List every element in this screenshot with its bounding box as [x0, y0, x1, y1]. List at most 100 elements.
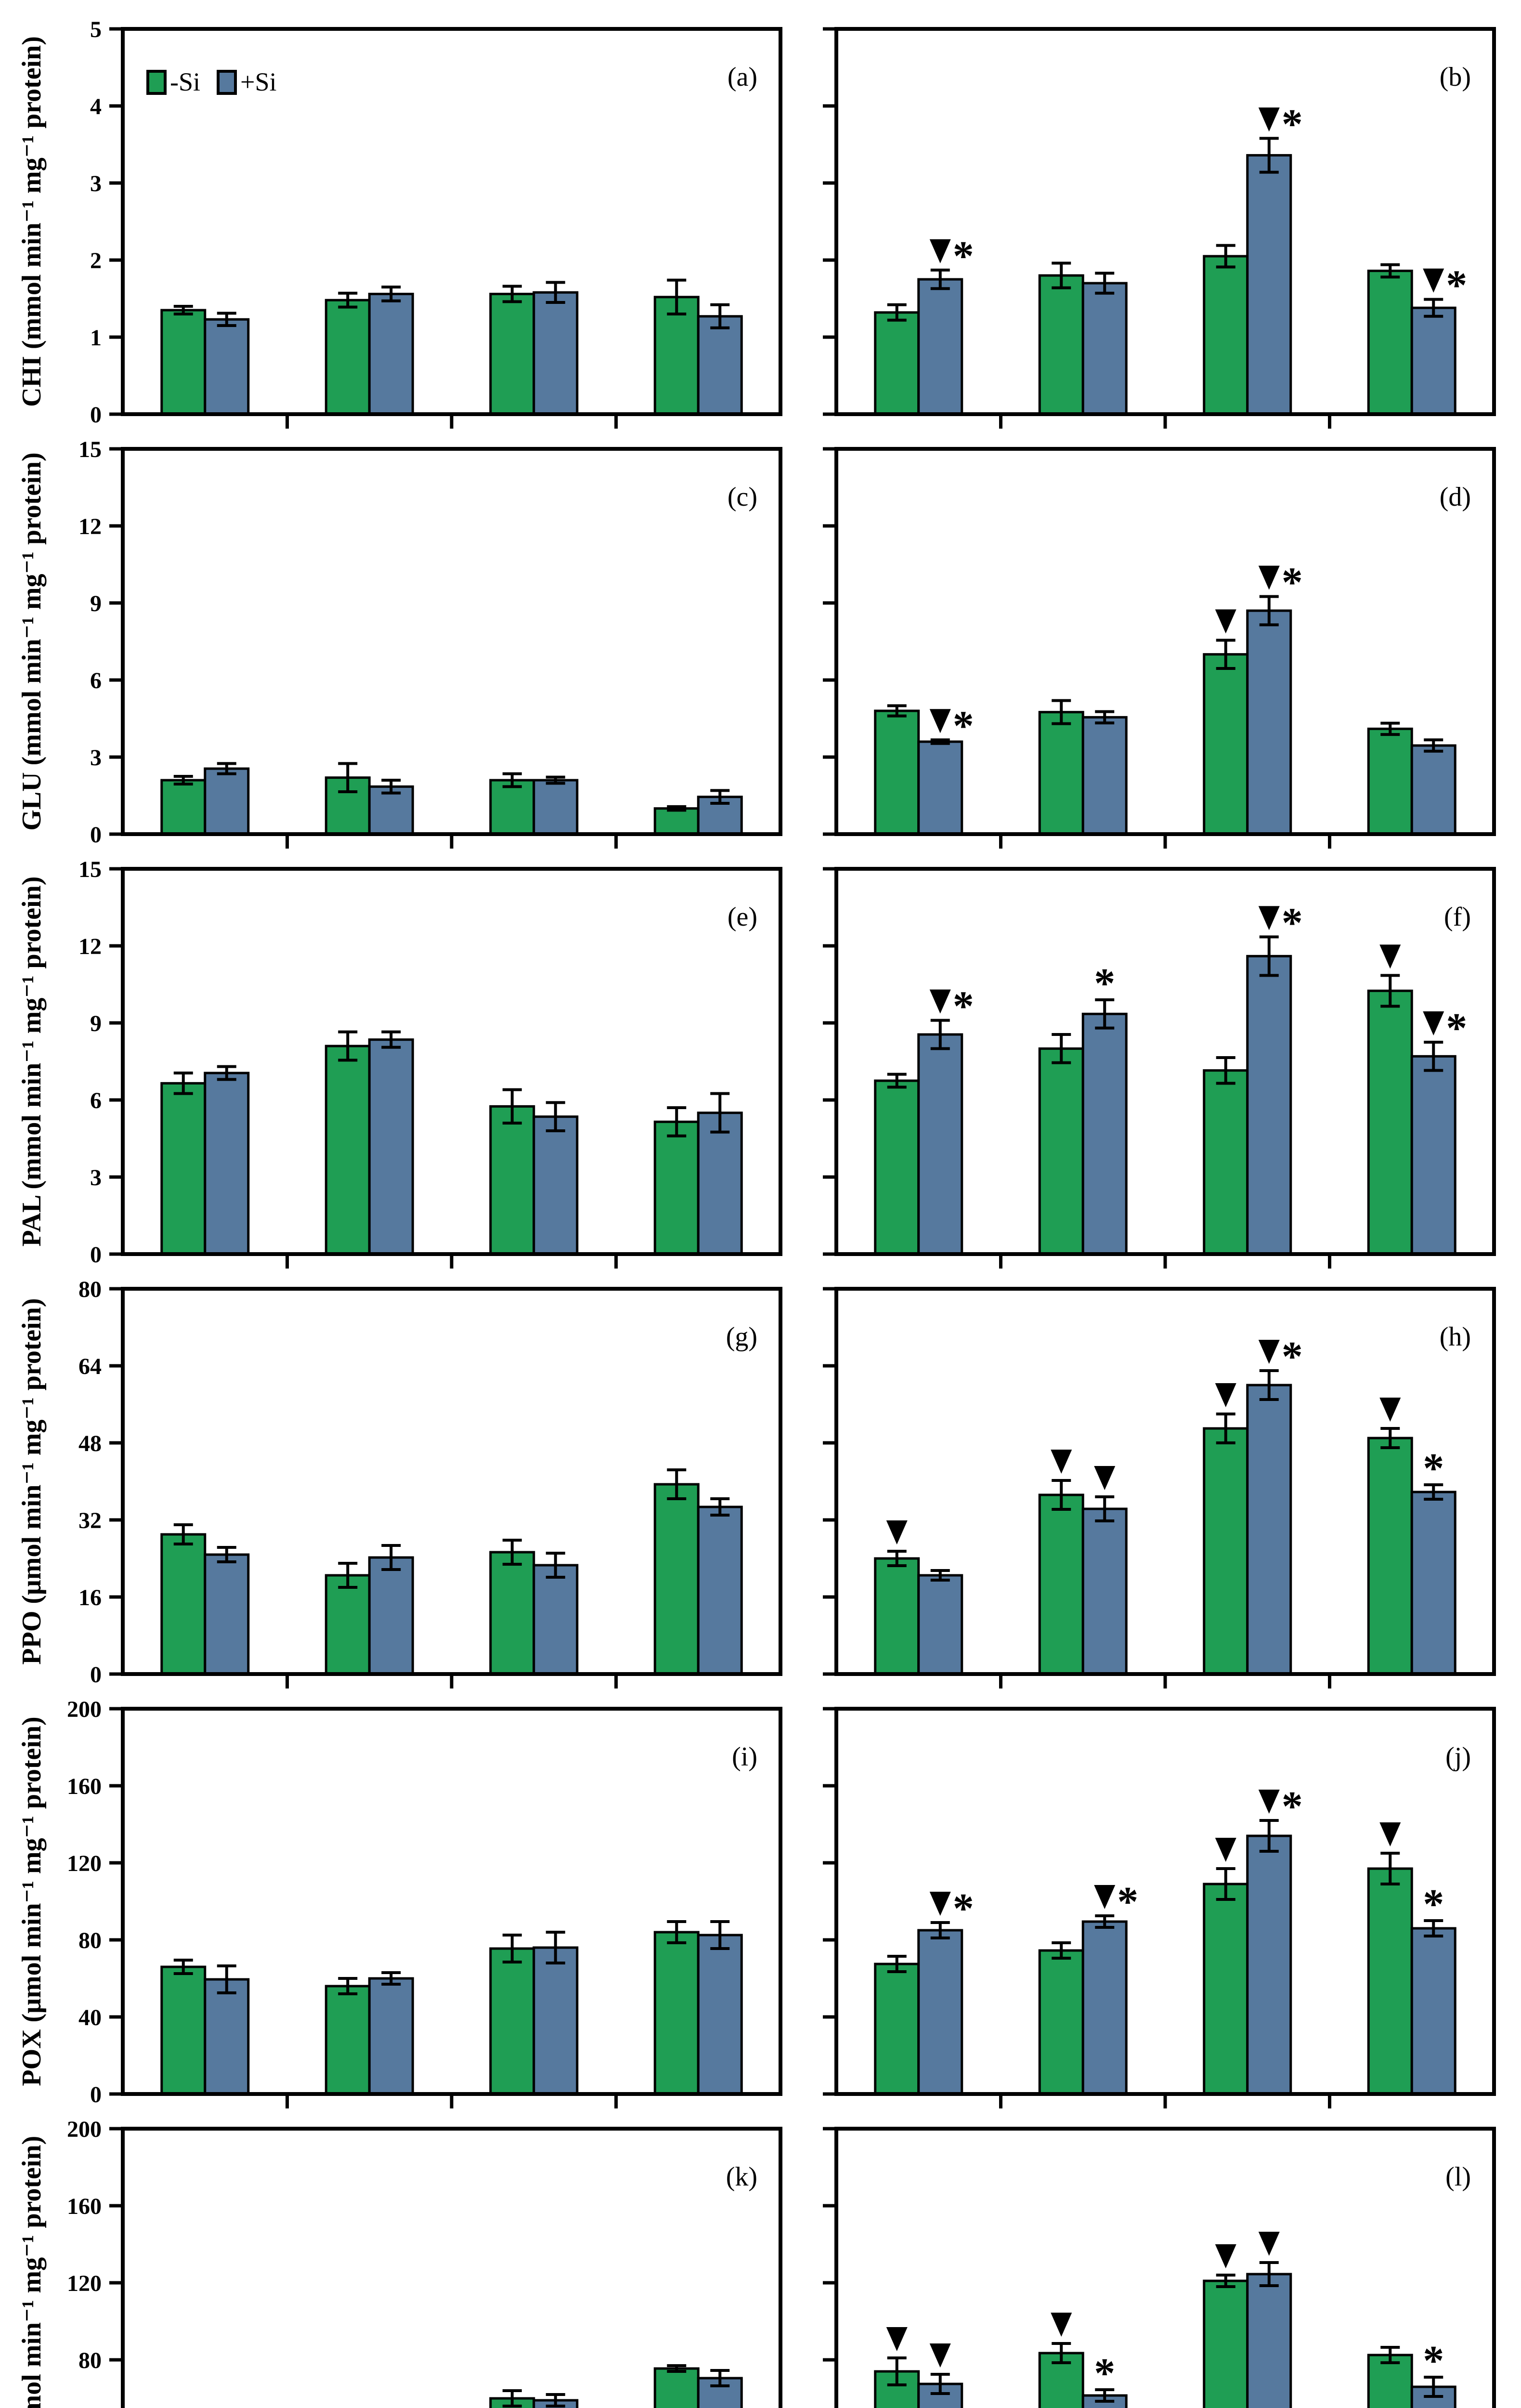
- bar-+Si-156: [697, 1112, 743, 1256]
- legend-swatch-plus-si: [217, 70, 237, 95]
- panel-letter: (g): [726, 1322, 757, 1352]
- y-tick-label: 12: [78, 934, 102, 959]
- bar-+Si-108: [533, 1115, 579, 1256]
- y-axis-title: PPO (μmol min⁻¹ mg⁻¹ protein): [17, 1298, 47, 1664]
- panel-letter: (k): [726, 2162, 757, 2192]
- bar--Si-108: [489, 1947, 535, 2095]
- legend-label: -Si: [170, 67, 200, 96]
- bar--Si-12: [160, 779, 207, 836]
- bar-+Si-108: [1246, 1384, 1292, 1675]
- bar--Si-156: [1367, 989, 1413, 1256]
- bar--Si-12: [874, 311, 920, 416]
- triangle-marker-icon: [929, 1892, 951, 1916]
- cell-panel-c: 0 3 6 9 12 15 (c) GLU (mmol min⁻¹ mg⁻¹ protein): [0, 437, 809, 869]
- bar--Si-12: [874, 1079, 920, 1256]
- asterisk-marker-icon: *: [1446, 262, 1467, 309]
- y-tick-label: 120: [67, 1851, 102, 1876]
- asterisk-marker-icon: *: [953, 233, 974, 280]
- bar-+Si-60: [1081, 1507, 1128, 1675]
- bar--Si-156: [1367, 269, 1413, 416]
- y-tick-label: 200: [67, 1697, 102, 1722]
- cell-panel-d: * * (d): [809, 447, 1521, 869]
- bar-+Si-108: [533, 291, 579, 416]
- bar-+Si-156: [697, 1505, 743, 1675]
- y-tick-label: 64: [78, 1354, 102, 1379]
- asterisk-marker-icon: *: [953, 1885, 974, 1932]
- bar--Si-156: [653, 1120, 700, 1256]
- bar--Si-12: [160, 1082, 207, 1256]
- asterisk-marker-icon: *: [1282, 900, 1303, 946]
- cell-panel-k: 040801201602001260108156(k)LOX (μmol min…: [0, 2117, 809, 2408]
- y-tick-label: 2: [90, 248, 102, 274]
- y-tick-label: 12: [78, 514, 102, 539]
- y-tick-label: 0: [90, 1242, 102, 1268]
- panel-e-chart: 0 3 6 9 12 15 (e) PAL (mmol min⁻¹ mg⁻¹ protein): [17, 857, 782, 1269]
- y-tick-label: 16: [78, 1585, 102, 1610]
- triangle-marker-icon: [1258, 1340, 1280, 1364]
- y-tick-label: 48: [78, 1431, 102, 1456]
- y-tick-label: 3: [90, 1165, 102, 1191]
- y-tick-label: 0: [90, 822, 102, 848]
- bar-+Si-156: [1410, 1927, 1456, 2095]
- y-axis-title: GLU (mmol min⁻¹ mg⁻¹ protein): [17, 452, 47, 830]
- panel-h-chart: * * (h): [823, 1287, 1496, 1688]
- y-tick-label: 9: [90, 591, 102, 616]
- cell-panel-i: 0 40 80 120 160 200 (i) POX (μmol min⁻¹ mg⁻¹ pr…: [0, 1697, 809, 2129]
- bar--Si-156: [653, 807, 700, 836]
- bar-+Si-108: [1246, 154, 1292, 416]
- triangle-marker-icon: [1094, 1466, 1116, 1490]
- asterisk-marker-icon: *: [953, 983, 974, 1030]
- bar-+Si-12: [917, 1929, 963, 2095]
- triangle-marker-icon: [1215, 2244, 1236, 2268]
- cell-panel-b: * * * (b): [809, 27, 1521, 449]
- y-tick-label: 9: [90, 1011, 102, 1036]
- panel-a-chart: 0 1 2 3 4 5 (a) CHI (mmol min⁻¹ mg⁻¹ protein) -S…: [17, 17, 782, 429]
- asterisk-marker-icon: *: [1282, 1334, 1303, 1380]
- y-tick-label: 4: [90, 94, 102, 119]
- cell-panel-g: 0 16 32 48 64 80 (g) PPO (μmol min⁻¹ mg⁻¹ prote…: [0, 1277, 809, 1709]
- bar--Si-108: [1203, 653, 1249, 836]
- asterisk-marker-icon: *: [1423, 2338, 1444, 2384]
- triangle-marker-icon: [1215, 609, 1236, 634]
- bar--Si-108: [489, 1105, 535, 1256]
- bar--Si-156: [653, 1483, 700, 1675]
- bar-+Si-108: [533, 779, 579, 836]
- cell-panel-a: 0 1 2 3 4 5 (a) CHI (mmol min⁻¹ mg⁻¹ protein) -S…: [0, 17, 809, 449]
- bar--Si-156: [1367, 727, 1413, 836]
- bar-+Si-156: [1410, 1055, 1456, 1256]
- bar--Si-108: [1203, 2279, 1249, 2408]
- triangle-marker-icon: [1258, 107, 1280, 132]
- bar--Si-60: [1038, 1047, 1084, 1256]
- panel-letter: (f): [1444, 902, 1471, 932]
- y-tick-label: 32: [78, 1508, 102, 1533]
- asterisk-marker-icon: *: [1423, 1881, 1444, 1928]
- top-margin: [0, 0, 1521, 29]
- cell-panel-j: * * * * (j): [809, 1707, 1521, 2129]
- bar--Si-156: [1367, 1437, 1413, 1675]
- bar-+Si-60: [368, 1038, 414, 1256]
- y-tick-label: 0: [90, 402, 102, 428]
- panel-b-chart: * * * (b): [823, 27, 1496, 429]
- panel-i-chart: 0 40 80 120 160 200 (i) POX (μmol min⁻¹ mg⁻¹ pr…: [17, 1697, 782, 2108]
- triangle-marker-icon: [1258, 1790, 1280, 1814]
- triangle-marker-icon: [1423, 268, 1444, 293]
- bar-+Si-60: [1081, 1012, 1128, 1256]
- triangle-marker-icon: [929, 239, 951, 263]
- triangle-marker-icon: [1215, 1838, 1236, 1862]
- asterisk-marker-icon: *: [1282, 560, 1303, 606]
- asterisk-marker-icon: *: [1446, 1005, 1467, 1052]
- bar--Si-60: [1038, 1949, 1084, 2095]
- triangle-marker-icon: [1379, 1822, 1401, 1846]
- y-tick-label: 15: [78, 857, 102, 882]
- y-tick-label: 160: [67, 2194, 102, 2219]
- bar--Si-60: [325, 1574, 371, 1675]
- bar-+Si-60: [368, 1977, 414, 2095]
- panel-letter: (h): [1440, 1322, 1471, 1352]
- asterisk-marker-icon: *: [1094, 960, 1115, 1007]
- chart-row-chi: 0 1 2 3 4 5 (a) CHI (mmol min⁻¹ mg⁻¹ protein) -S…: [0, 17, 1521, 449]
- bar-+Si-156: [697, 1934, 743, 2095]
- bar--Si-108: [1203, 1883, 1249, 2095]
- cell-panel-f: * * * * (f): [809, 867, 1521, 1289]
- y-tick-label: 80: [78, 1277, 102, 1302]
- panel-letter: (e): [728, 902, 757, 932]
